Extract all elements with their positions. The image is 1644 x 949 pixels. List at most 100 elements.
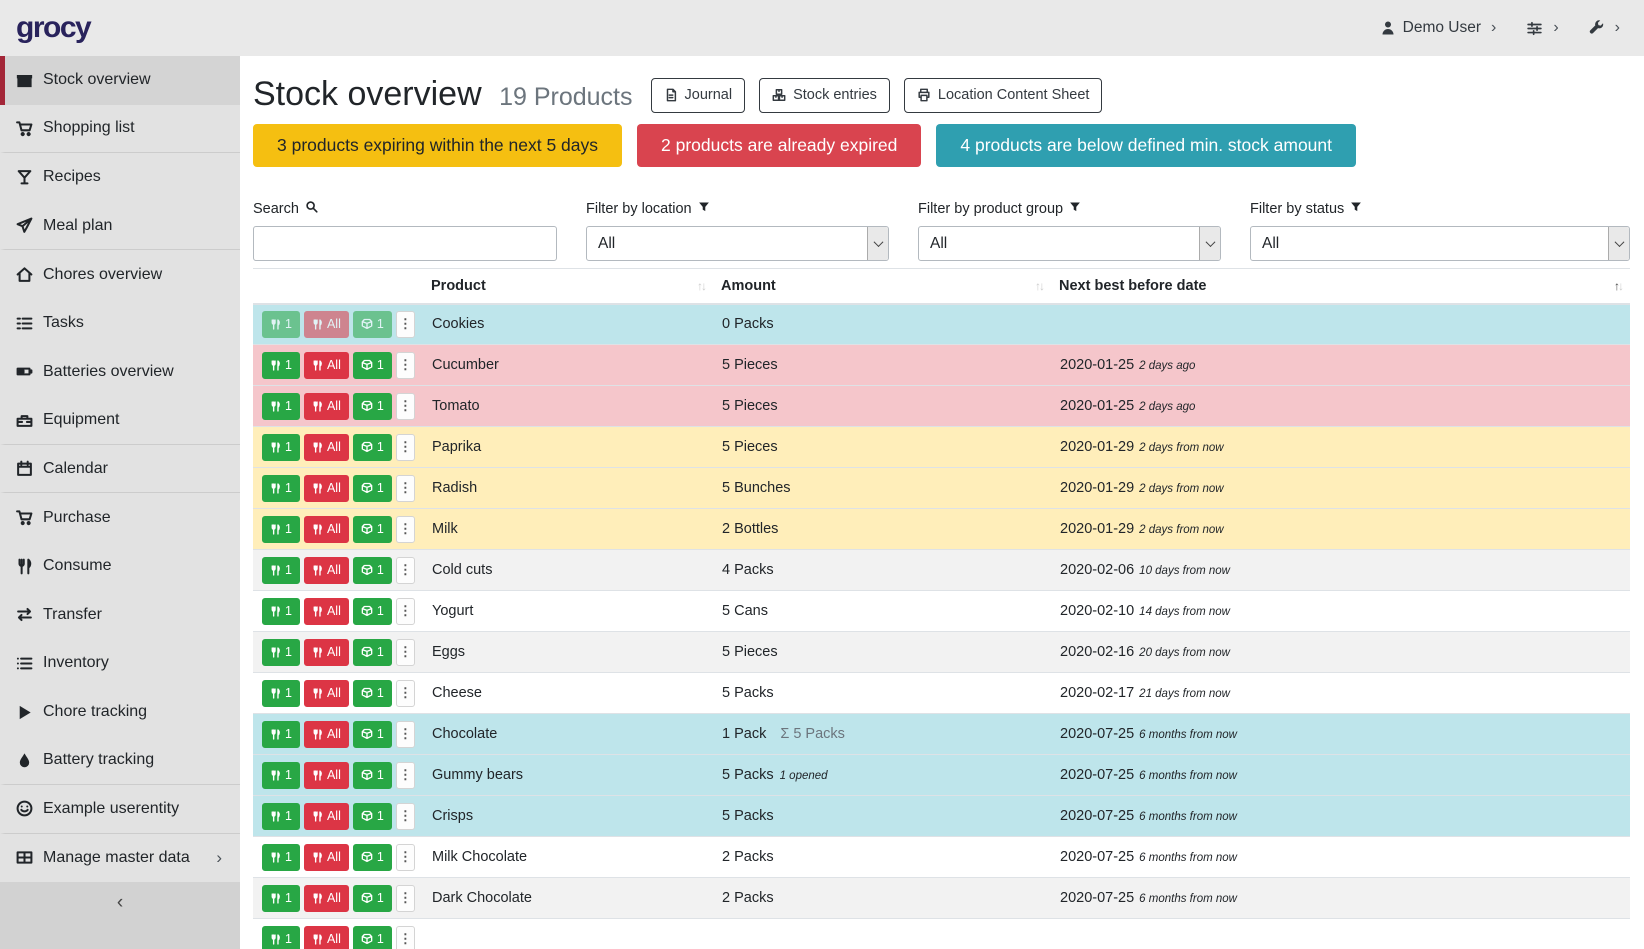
consume-all-button[interactable]: All (304, 762, 349, 789)
sidebar-item-meal-plan[interactable]: Meal plan (0, 202, 240, 251)
open-one-button[interactable]: 1 (353, 680, 392, 707)
sidebar-item-recipes[interactable]: Recipes (0, 153, 240, 202)
consume-one-button[interactable]: 1 (262, 639, 300, 666)
consume-all-button[interactable]: All (304, 311, 349, 338)
row-menu-button[interactable]: ⋮ (396, 926, 415, 949)
consume-one-button[interactable]: 1 (262, 803, 300, 830)
app-logo[interactable]: grocy (16, 11, 90, 45)
open-one-button[interactable]: 1 (353, 926, 392, 949)
row-menu-button[interactable]: ⋮ (396, 844, 415, 871)
sidebar-item-inventory[interactable]: Inventory (0, 639, 240, 688)
row-menu-button[interactable]: ⋮ (396, 516, 415, 543)
consume-one-button[interactable]: 1 (262, 885, 300, 912)
column-header-amount[interactable]: Amount↑↓ (713, 269, 1051, 304)
consume-one-button[interactable]: 1 (262, 475, 300, 502)
consume-all-button[interactable]: All (304, 926, 349, 949)
row-menu-button[interactable]: ⋮ (396, 434, 415, 461)
location-content-sheet-button[interactable]: Location Content Sheet (904, 78, 1103, 113)
consume-one-button[interactable]: 1 (262, 516, 300, 543)
open-one-button[interactable]: 1 (353, 475, 392, 502)
sidebar-item-equipment[interactable]: Equipment (0, 396, 240, 445)
open-one-button[interactable]: 1 (353, 352, 392, 379)
consume-all-button[interactable]: All (304, 639, 349, 666)
stock-entries-button[interactable]: Stock entries (759, 78, 890, 113)
consume-all-button[interactable]: All (304, 352, 349, 379)
sidebar-item-transfer[interactable]: Transfer (0, 591, 240, 640)
journal-button[interactable]: Journal (651, 78, 746, 113)
consume-one-button[interactable]: 1 (262, 434, 300, 461)
row-menu-button[interactable]: ⋮ (396, 762, 415, 789)
user-menu[interactable]: Demo User › (1380, 19, 1497, 37)
consume-one-button[interactable]: 1 (262, 557, 300, 584)
open-one-button[interactable]: 1 (353, 803, 392, 830)
consume-all-button[interactable]: All (304, 557, 349, 584)
preferences-menu[interactable]: › (1526, 20, 1558, 37)
consume-all-button[interactable]: All (304, 721, 349, 748)
open-one-button[interactable]: 1 (353, 639, 392, 666)
open-one-button[interactable]: 1 (353, 598, 392, 625)
consume-one-button[interactable]: 1 (262, 680, 300, 707)
amount-cell: 1 PackΣ 5 Packs (713, 714, 1051, 755)
open-one-button[interactable]: 1 (353, 721, 392, 748)
sidebar-item-battery-tracking[interactable]: Battery tracking (0, 736, 240, 785)
banner-danger[interactable]: 2 products are already expired (637, 124, 921, 167)
row-menu-button[interactable]: ⋮ (396, 598, 415, 625)
consume-one-button[interactable]: 1 (262, 926, 300, 949)
row-menu-button[interactable]: ⋮ (396, 680, 415, 707)
sidebar-item-calendar[interactable]: Calendar (0, 445, 240, 494)
row-menu-button[interactable]: ⋮ (396, 475, 415, 502)
sidebar-item-purchase[interactable]: Purchase (0, 493, 240, 542)
consume-one-button[interactable]: 1 (262, 598, 300, 625)
column-header-next-best-before-date[interactable]: Next best before date↑↓ (1051, 269, 1630, 304)
row-menu-button[interactable]: ⋮ (396, 639, 415, 666)
row-menu-button[interactable]: ⋮ (396, 352, 415, 379)
product-group-select[interactable]: All (918, 226, 1221, 261)
consume-all-button[interactable]: All (304, 434, 349, 461)
row-menu-button[interactable]: ⋮ (396, 721, 415, 748)
sidebar-item-stock-overview[interactable]: Stock overview (0, 56, 240, 105)
admin-menu[interactable]: › (1589, 20, 1620, 36)
row-menu-button[interactable]: ⋮ (396, 311, 415, 338)
consume-all-button[interactable]: All (304, 598, 349, 625)
consume-all-button[interactable]: All (304, 803, 349, 830)
open-one-button[interactable]: 1 (353, 885, 392, 912)
open-one-button[interactable]: 1 (353, 311, 392, 338)
banner-warning[interactable]: 3 products expiring within the next 5 da… (253, 124, 622, 167)
location-select[interactable]: All (586, 226, 889, 261)
consume-all-button[interactable]: All (304, 844, 349, 871)
open-one-button[interactable]: 1 (353, 844, 392, 871)
column-header-product[interactable]: Product↑↓ (423, 269, 713, 304)
sidebar-item-chore-tracking[interactable]: Chore tracking (0, 688, 240, 737)
sidebar-item-manage-master-data[interactable]: Manage master data› (0, 834, 240, 883)
row-menu-button[interactable]: ⋮ (396, 557, 415, 584)
status-select[interactable]: All (1250, 226, 1630, 261)
sidebar-item-example-userentity[interactable]: Example userentity (0, 785, 240, 834)
sidebar-collapse-button[interactable]: ‹ (0, 882, 240, 949)
sidebar-item-shopping-list[interactable]: Shopping list (0, 105, 240, 154)
consume-one-button[interactable]: 1 (262, 762, 300, 789)
banner-info[interactable]: 4 products are below defined min. stock … (936, 124, 1356, 167)
row-menu-button[interactable]: ⋮ (396, 393, 415, 420)
open-one-button[interactable]: 1 (353, 516, 392, 543)
open-one-button[interactable]: 1 (353, 393, 392, 420)
row-menu-button[interactable]: ⋮ (396, 885, 415, 912)
consume-all-button[interactable]: All (304, 475, 349, 502)
sidebar-item-chores-overview[interactable]: Chores overview (0, 250, 240, 299)
consume-one-button[interactable]: 1 (262, 393, 300, 420)
open-one-button[interactable]: 1 (353, 762, 392, 789)
sidebar-item-batteries-overview[interactable]: Batteries overview (0, 348, 240, 397)
consume-one-button[interactable]: 1 (262, 844, 300, 871)
open-one-button[interactable]: 1 (353, 557, 392, 584)
consume-all-button[interactable]: All (304, 393, 349, 420)
consume-all-button[interactable]: All (304, 680, 349, 707)
consume-one-button[interactable]: 1 (262, 721, 300, 748)
consume-all-button[interactable]: All (304, 516, 349, 543)
sidebar-item-tasks[interactable]: Tasks (0, 299, 240, 348)
consume-one-button[interactable]: 1 (262, 311, 300, 338)
search-input[interactable] (254, 227, 556, 260)
sidebar-item-consume[interactable]: Consume (0, 542, 240, 591)
consume-all-button[interactable]: All (304, 885, 349, 912)
open-one-button[interactable]: 1 (353, 434, 392, 461)
row-menu-button[interactable]: ⋮ (396, 803, 415, 830)
consume-one-button[interactable]: 1 (262, 352, 300, 379)
